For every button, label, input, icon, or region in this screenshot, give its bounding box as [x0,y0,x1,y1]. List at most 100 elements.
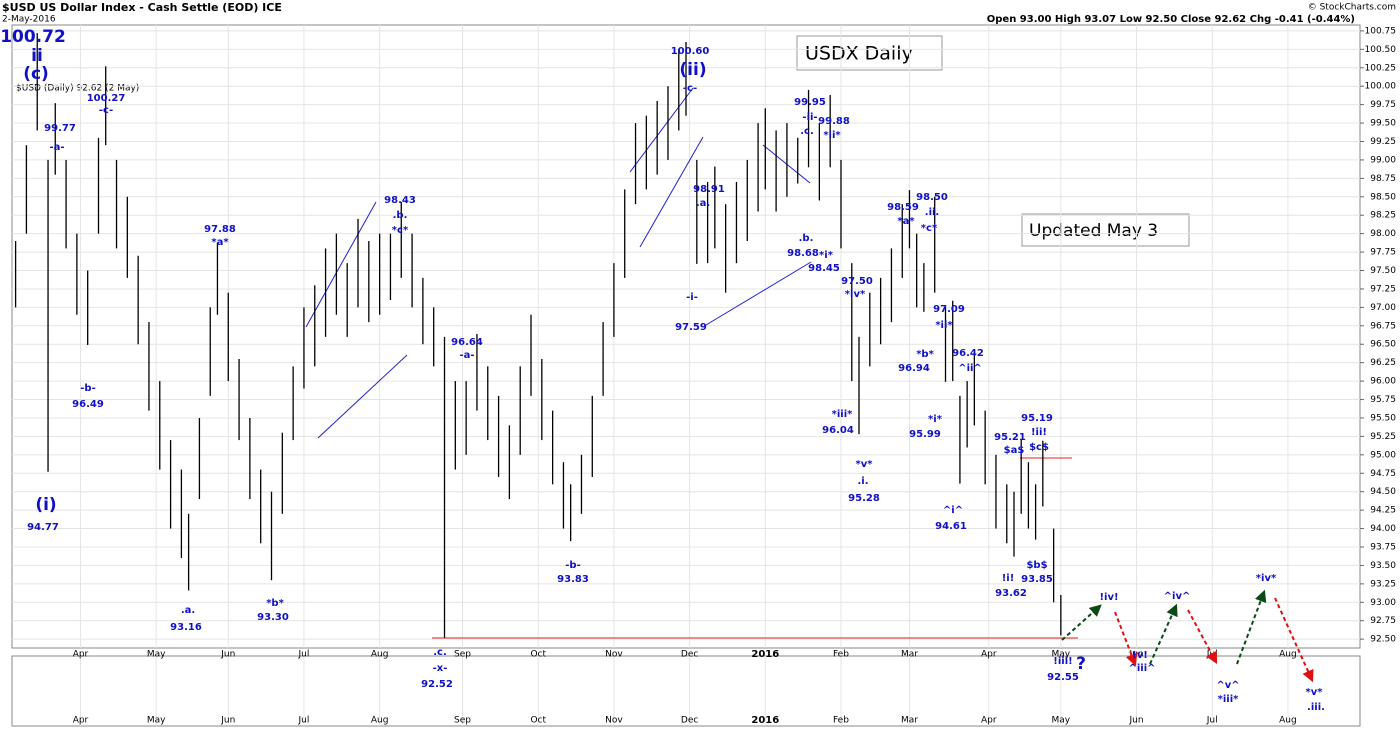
wave-label: !ii! [1031,427,1047,438]
x-tick-label: Oct [530,650,546,660]
wave-label: 95.28 [848,493,880,504]
x-tick-label: Oct [530,716,546,726]
wave-label: 93.83 [557,574,589,585]
wave-label: *iv* [845,289,866,300]
x-tick-label: Aug [1279,716,1297,726]
wave-label: !i! [1002,573,1015,584]
wave-label: *b* [916,349,934,360]
y-tick-label: 97.50 [1370,266,1396,276]
title-box [796,35,943,71]
x-tick-label: May [147,716,166,726]
wave-label: $b$ [1026,560,1047,571]
wave-label: 95.21 [994,432,1026,443]
wave-label: !v! [1132,650,1148,661]
wave-label: 96.64 [451,337,483,348]
wave-label: 93.30 [257,612,289,623]
x-tick-label: Jun [220,716,235,726]
wave-label: .a. [696,198,710,209]
wave-label: 100.60 [671,46,710,57]
y-tick-label: 99.00 [1370,155,1396,165]
wave-label: ii [31,46,43,66]
trend-line [305,201,377,328]
wave-label: -ii- [802,112,817,123]
x-tick-label: Dec [681,650,698,660]
wave-label: (ii) [679,60,706,80]
wave-label: *v* [1306,687,1324,698]
x-tick-label: Feb [833,650,849,660]
wave-label: 93.16 [170,622,202,633]
wave-label: *a* [211,237,229,248]
y-tick-label: 99.25 [1370,137,1396,147]
main-panel [11,24,1361,649]
wave-label: ^i^ [943,505,963,516]
wave-label: 98.45 [808,263,840,274]
forecast-arrow [1274,597,1314,683]
note-box [1021,213,1190,247]
y-tick-label: 99.50 [1370,119,1396,129]
wave-label: 97.59 [675,322,707,333]
x-tick-label: Sep [454,650,471,660]
y-tick-label: 96.75 [1370,321,1396,331]
x-tick-label: Aug [371,716,389,726]
wave-label: *ii* [935,320,953,331]
y-tick-label: 96.25 [1370,358,1396,368]
x-tick-label: Nov [605,650,623,660]
y-tick-label: 93.25 [1370,579,1396,589]
wave-label: 94.77 [27,522,59,533]
wave-label: 96.94 [898,363,930,374]
y-tick-label: 94.00 [1370,524,1396,534]
wave-label: -b- [80,383,95,394]
wave-label: .c. [800,126,814,137]
wave-label: 97.09 [933,304,965,315]
wave-label: 97.50 [841,276,873,287]
x-tick-label: Jun [1129,716,1144,726]
wave-label: 93.85 [1021,574,1053,585]
x-tick-label: Jun [220,650,235,660]
chart-date: 2-May-2016 [2,15,56,25]
wave-label: 99.88 [818,116,850,127]
y-tick-label: 97.00 [1370,303,1396,313]
y-tick-label: 98.00 [1370,229,1396,239]
wave-label: -a- [459,350,474,361]
wave-label: ^iv^ [1164,591,1191,602]
forecast-arrow [1236,589,1267,665]
y-tick-label: 93.00 [1370,598,1396,608]
x-tick-label: Nov [605,716,623,726]
x-tick-label: May [1052,650,1071,660]
y-tick-label: 98.25 [1370,211,1396,221]
wave-label: !iv! [1099,592,1118,603]
wave-label: 97.88 [204,224,236,235]
y-tick-label: 96.50 [1370,340,1396,350]
credit: © StockCharts.com [1308,3,1396,13]
wave-label: 98.91 [693,184,725,195]
x-tick-label: Aug [371,650,389,660]
wave-label: 92.52 [421,679,453,690]
wave-label: .b. [799,233,814,244]
x-tick-label: Mar [901,650,918,660]
x-tick-label: May [1052,716,1071,726]
date-panel [11,655,1361,727]
wave-label: 95.99 [909,429,941,440]
x-tick-label: 2016 [751,649,779,660]
y-tick-label: 95.25 [1370,432,1396,442]
y-tick-label: 92.50 [1370,635,1396,645]
wave-label: 98.43 [384,195,416,206]
wave-label: 99.77 [44,123,76,134]
wave-label: -c- [683,83,697,94]
wave-label: 98.68 [787,248,819,259]
wave-label: 98.50 [916,192,948,203]
forecast-arrow [1149,603,1178,665]
x-tick-label: Apr [981,650,997,660]
wave-label: *iii* [832,409,854,420]
wave-label: 98.59 [887,202,919,213]
y-tick-label: 95.50 [1370,413,1396,423]
y-tick-label: 95.00 [1370,450,1396,460]
wave-label: ? [1076,654,1086,674]
quote: Open 93.00 High 93.07 Low 92.50 Close 92… [987,14,1355,25]
x-tick-label: Aug [1279,650,1297,660]
wave-label: *i* [928,414,943,425]
wave-label: .b. [393,210,408,221]
wave-label: ^v^ [1216,680,1239,691]
wave-label: *a* [897,216,915,227]
forecast-arrow [1114,611,1138,667]
